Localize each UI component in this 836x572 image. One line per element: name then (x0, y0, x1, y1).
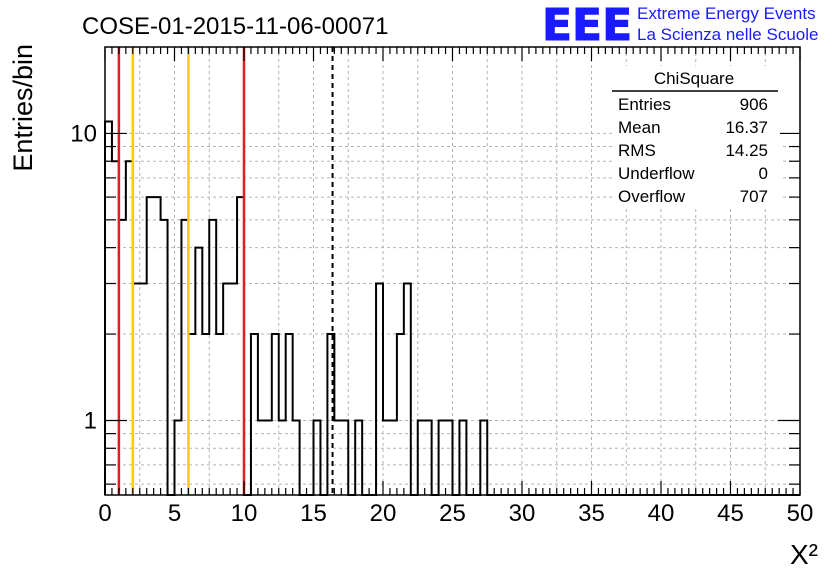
x-tick-label: 50 (787, 500, 814, 527)
x-tick-label: 45 (717, 500, 744, 527)
x-tick-label: 20 (370, 500, 397, 527)
stats-value-underflow: 0 (759, 164, 768, 183)
x-axis-label: X² (790, 539, 818, 570)
y-tick-label: 10 (70, 120, 97, 147)
x-tick-label: 10 (231, 500, 258, 527)
grid (105, 47, 800, 495)
stats-box-background (612, 66, 780, 206)
stats-label-rms: RMS (618, 141, 656, 160)
stats-value-overflow: 707 (740, 187, 768, 206)
chart-title: COSE-01-2015-11-06-00071 (82, 13, 388, 40)
stats-value-rms: 14.25 (725, 141, 768, 160)
eee-logo-line2: La Scienza nelle Scuole (637, 25, 818, 44)
stats-label-entries: Entries (618, 95, 671, 114)
y-tick-label: 1 (84, 407, 97, 434)
x-tick-label: 5 (168, 500, 181, 527)
stats-box-title: ChiSquare (654, 69, 734, 88)
x-tick-label: 35 (578, 500, 605, 527)
stats-label-mean: Mean (618, 118, 661, 137)
y-axis-label: Entries/bin (8, 44, 38, 172)
eee-logo-line1: Extreme Energy Events (637, 4, 816, 23)
stats-label-overflow: Overflow (618, 187, 686, 206)
stats-label-underflow: Underflow (618, 164, 695, 183)
x-tick-label: 15 (300, 500, 327, 527)
x-tick-label: 25 (439, 500, 466, 527)
x-tick-label: 40 (648, 500, 675, 527)
x-tick-label: 30 (509, 500, 536, 527)
x-tick-label: 0 (98, 500, 111, 527)
eee-logo-letters: EEE (542, 0, 632, 51)
stats-value-entries: 906 (740, 95, 768, 114)
stats-box: ChiSquare Entries 906 Mean 16.37 RMS 14.… (612, 66, 780, 206)
axes: 0 5 10 15 20 25 30 35 40 45 50 1 10 (70, 46, 814, 527)
stats-value-mean: 16.37 (725, 118, 768, 137)
eee-logo: EEE Extreme Energy Events La Scienza nel… (542, 0, 819, 52)
